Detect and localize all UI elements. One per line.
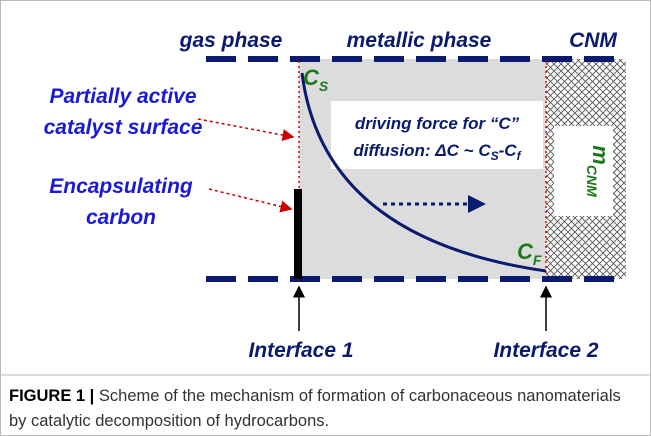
symbol: m [588,145,613,165]
symbol: C [517,239,534,264]
subscript: CNM [584,165,600,197]
diagram: gas phase metallic phase CNM Partially a… [1,29,650,376]
text: ΔC [434,141,459,160]
pointer-arrow [208,188,293,213]
cs-label: CS [303,65,329,94]
cf-label: CF [517,239,542,268]
text: diffusion: [353,141,435,160]
side-label: Partially active [49,85,196,108]
side-label: carbon [86,206,156,229]
text: -C [499,141,518,160]
force-box [331,101,543,169]
subscript: S [319,78,329,94]
text: C [478,141,491,160]
subscript: f [517,149,522,163]
mass-label: mCNM [584,145,613,197]
side-label: catalyst surface [44,116,203,139]
carbon-layer [294,189,302,279]
mass-box [554,126,613,216]
caption-text: Scheme of the mechanism of formation of … [9,387,621,430]
phase-label: metallic phase [347,29,492,52]
pointer-arrow [197,118,295,141]
force-text: driving force for “C” [355,114,520,133]
symbol: C [303,65,320,90]
force-text: diffusion: ΔC ~ CS-Cf [353,141,521,163]
phase-label: gas phase [179,29,283,52]
side-label: Encapsulating [49,175,193,198]
interface-label: Interface 1 [248,339,353,362]
subscript: F [533,252,542,268]
text: ~ [459,141,478,160]
concentration-curve [300,72,547,273]
interface-label: Interface 2 [493,339,598,362]
caption-label: FIGURE 1 | [9,387,95,405]
subscript: S [491,149,499,163]
phase-label: CNM [569,29,617,52]
caption: FIGURE 1 | Scheme of the mechanism of fo… [9,384,639,434]
